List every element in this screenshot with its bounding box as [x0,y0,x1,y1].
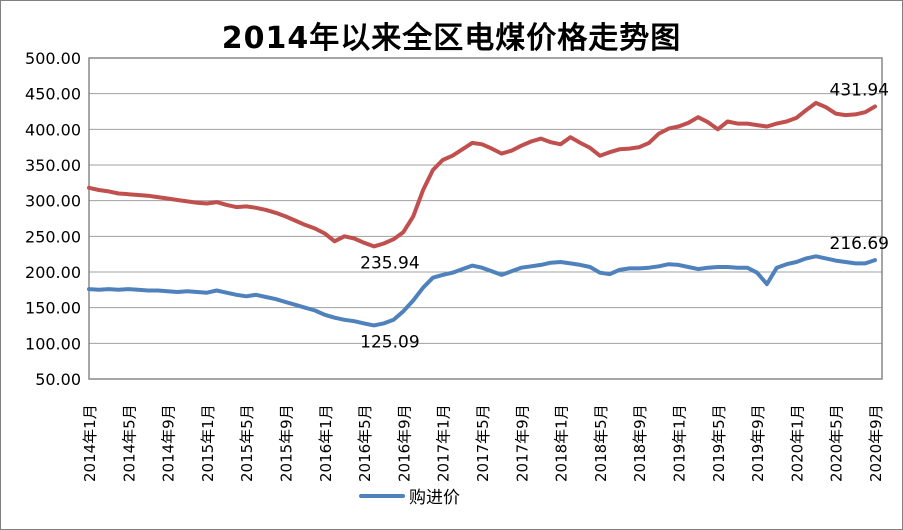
y-tick-label: 350.00 [25,156,81,175]
y-tick-label: 500.00 [25,49,81,68]
x-tick-label: 2014年9月 [160,404,178,482]
y-tick-label: 450.00 [25,85,81,104]
x-tick-label: 2014年1月 [81,404,99,482]
y-tick-label: 100.00 [25,334,81,353]
x-tick-label: 2017年9月 [513,404,531,482]
x-tick-label: 2020年1月 [788,404,806,482]
x-tick-label: 2020年9月 [867,404,885,482]
y-tick-label: 50.00 [35,370,81,389]
y-tick-label: 200.00 [25,263,81,282]
data-label: 431.94 [830,81,889,101]
purchase-price-line [87,254,877,328]
data-label: 125.09 [360,332,419,352]
y-tick-label: 400.00 [25,120,81,139]
x-tick-label: 2016年1月 [317,404,335,482]
red-series-line [87,100,877,249]
y-tick-label: 300.00 [25,192,81,211]
legend-line-swatch [359,493,405,498]
x-tick-label: 2019年1月 [671,404,689,482]
data-label: 235.94 [360,253,419,273]
x-tick-label: 2014年5月 [120,404,138,482]
legend: 购进价 [359,483,460,508]
x-tick-label: 2017年5月 [474,404,492,482]
x-tick-label: 2016年5月 [356,404,374,482]
y-tick-label: 250.00 [25,227,81,246]
x-tick-label: 2020年5月 [828,404,846,482]
x-tick-label: 2018年5月 [592,404,610,482]
legend-label: 购进价 [409,488,460,508]
data-label: 216.69 [830,234,889,254]
x-tick-label: 2018年1月 [553,404,571,482]
x-tick-label: 2017年1月 [435,404,453,482]
x-tick-label: 2015年1月 [199,404,217,482]
x-tick-label: 2016年9月 [395,404,413,482]
x-tick-label: 2018年9月 [631,404,649,482]
x-tick-label: 2015年9月 [278,404,296,482]
x-tick-label: 2019年9月 [749,404,767,482]
y-tick-label: 150.00 [25,299,81,318]
x-tick-label: 2015年5月 [238,404,256,482]
plot-border [88,57,883,380]
x-tick-label: 2019年5月 [710,404,728,482]
